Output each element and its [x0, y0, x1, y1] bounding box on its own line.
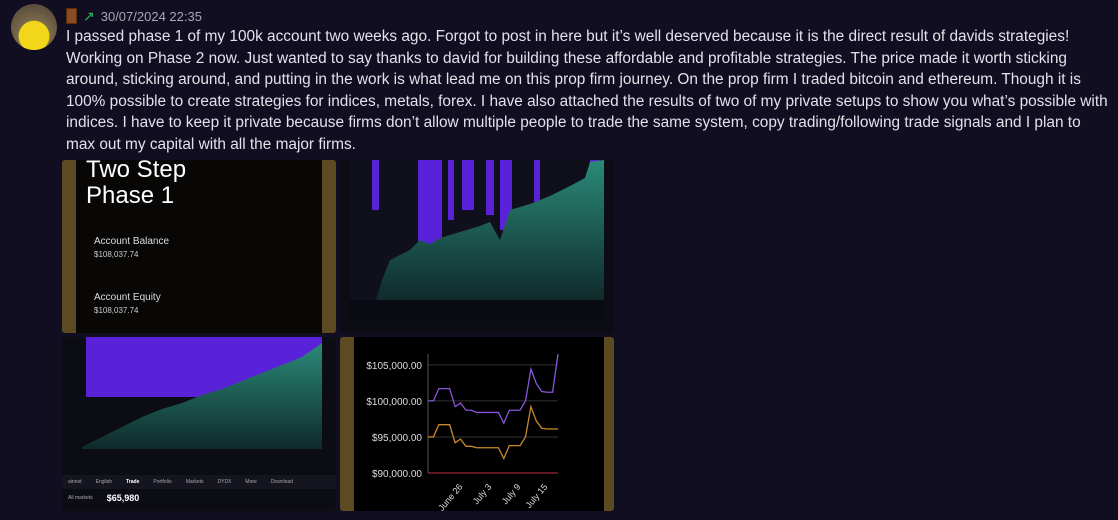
message-text: I passed phase 1 of my 100k account two …: [66, 28, 1108, 153]
y-tick-label: $100,000.00: [366, 397, 422, 408]
series-line-2: [428, 404, 558, 461]
stonks-chart-icon: ↗: [83, 7, 95, 24]
account-screenshot[interactable]: Two Step Phase 1 Account Balance $108,03…: [62, 160, 336, 333]
exchange-nav-bar: ainnet English Trade Portfolio Markets D…: [62, 475, 336, 489]
equity-label: Account Equity: [94, 292, 161, 303]
y-tick-label: $90,000.00: [372, 469, 422, 480]
x-tick-label: July 15: [524, 482, 550, 510]
y-tick-label: $105,000.00: [366, 361, 422, 372]
nav-tab-portfolio[interactable]: Portfolio: [153, 479, 172, 485]
balance-chart-screenshot[interactable]: $105,000.00 $100,000.00 $95,000.00 $90,000.…: [340, 337, 614, 511]
x-tick-label: July 9: [500, 482, 523, 506]
series-line-1: [428, 353, 559, 425]
equity-curve-screenshot-2[interactable]: ainnet English Trade Portfolio Markets D…: [62, 337, 336, 511]
account-title-2: Phase 1: [86, 182, 175, 209]
market-bar: All markets $65,980: [62, 491, 336, 505]
image-attachments: Two Step Phase 1 Account Balance $108,03…: [62, 160, 614, 511]
nav-tab-dydx[interactable]: DYDX: [217, 479, 232, 485]
market-price: $65,980: [106, 493, 140, 503]
account-title-1: Two Step: [86, 160, 187, 183]
x-tick-label: July 3: [471, 482, 494, 506]
equity-curve-1: [350, 160, 604, 320]
language-select[interactable]: English: [95, 479, 113, 485]
nav-tab-markets[interactable]: Markets: [185, 479, 204, 485]
drawdown-bars: [372, 160, 600, 250]
equity-value: $108,037.74: [94, 306, 139, 315]
balance-line-chart: $105,000.00 $100,000.00 $95,000.00 $90,000.…: [366, 353, 559, 511]
balance-value: $108,037.74: [94, 250, 139, 259]
balance-label: Account Balance: [94, 236, 170, 247]
equity-curve-2: [82, 337, 322, 449]
message-header: ↗ 30/07/2024 22:35: [66, 6, 202, 26]
y-tick-label: $95,000.00: [372, 433, 422, 444]
equity-curve-screenshot-1[interactable]: [340, 160, 614, 333]
avatar[interactable]: [11, 4, 57, 50]
door-icon: [66, 8, 77, 24]
nav-tab-more[interactable]: More: [245, 479, 257, 485]
x-tick-label: June 26: [436, 482, 464, 511]
network-select[interactable]: ainnet: [68, 479, 82, 485]
market-selector[interactable]: All markets: [68, 495, 93, 501]
timestamp: 30/07/2024 22:35: [100, 8, 202, 24]
download-link[interactable]: Download: [270, 479, 294, 485]
nav-tab-trade[interactable]: Trade: [126, 479, 140, 485]
